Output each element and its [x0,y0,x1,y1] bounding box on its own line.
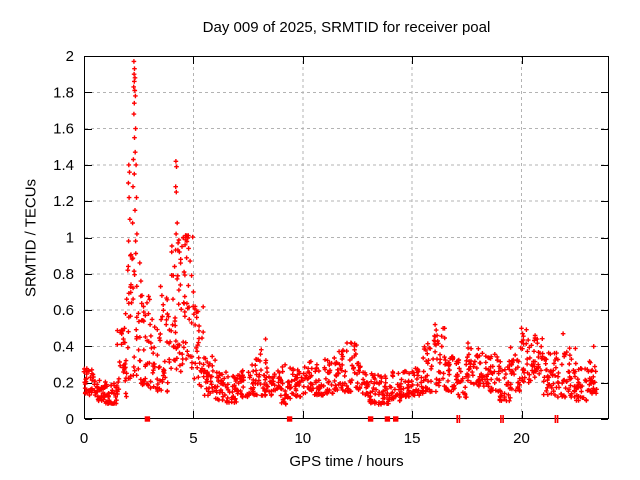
y-tick-label: 1.6 [53,121,74,138]
zero-square-marker [384,416,391,422]
axis-ticks [84,56,608,420]
grid-lines [85,57,608,418]
y-axis-label: SRMTID / TECUs [22,178,40,298]
zero-tick-markers [456,415,559,423]
zero-square-marker [144,416,151,422]
y-tick-label: 1.2 [53,193,74,210]
x-tick-label: 20 [513,430,530,447]
scatter-points [81,59,599,407]
y-tick-label: 0.8 [53,266,74,283]
x-axis-label: GPS time / hours [289,453,404,470]
y-tick-label: 1.4 [53,157,74,174]
x-tick-label: 10 [294,430,311,447]
y-tick-label: 0.2 [53,375,74,392]
plot-border [84,56,609,419]
y-tick-label: 1.8 [53,84,74,101]
zero-square-marker [367,416,374,422]
x-tick-label: 5 [189,430,197,447]
x-tick-label: 0 [80,430,88,447]
y-tick-label: 1 [66,230,74,247]
zero-square-marker [286,416,293,422]
zero-square-marker [393,416,399,422]
y-tick-label: 0 [66,411,74,428]
zero-square-markers [144,416,399,422]
x-tick-label: 15 [404,430,421,447]
y-tick-label: 0.4 [53,338,74,355]
y-tick-labels: 0 0.2 0.4 0.6 0.8 1 1.2 1.4 1.6 1.8 2 [53,48,74,428]
chart-title: Day 009 of 2025, SRMTID for receiver poa… [202,19,491,36]
x-tick-labels: 0 5 10 15 20 [80,430,530,447]
y-tick-label: 2 [66,48,74,65]
y-tick-label: 0.6 [53,302,74,319]
